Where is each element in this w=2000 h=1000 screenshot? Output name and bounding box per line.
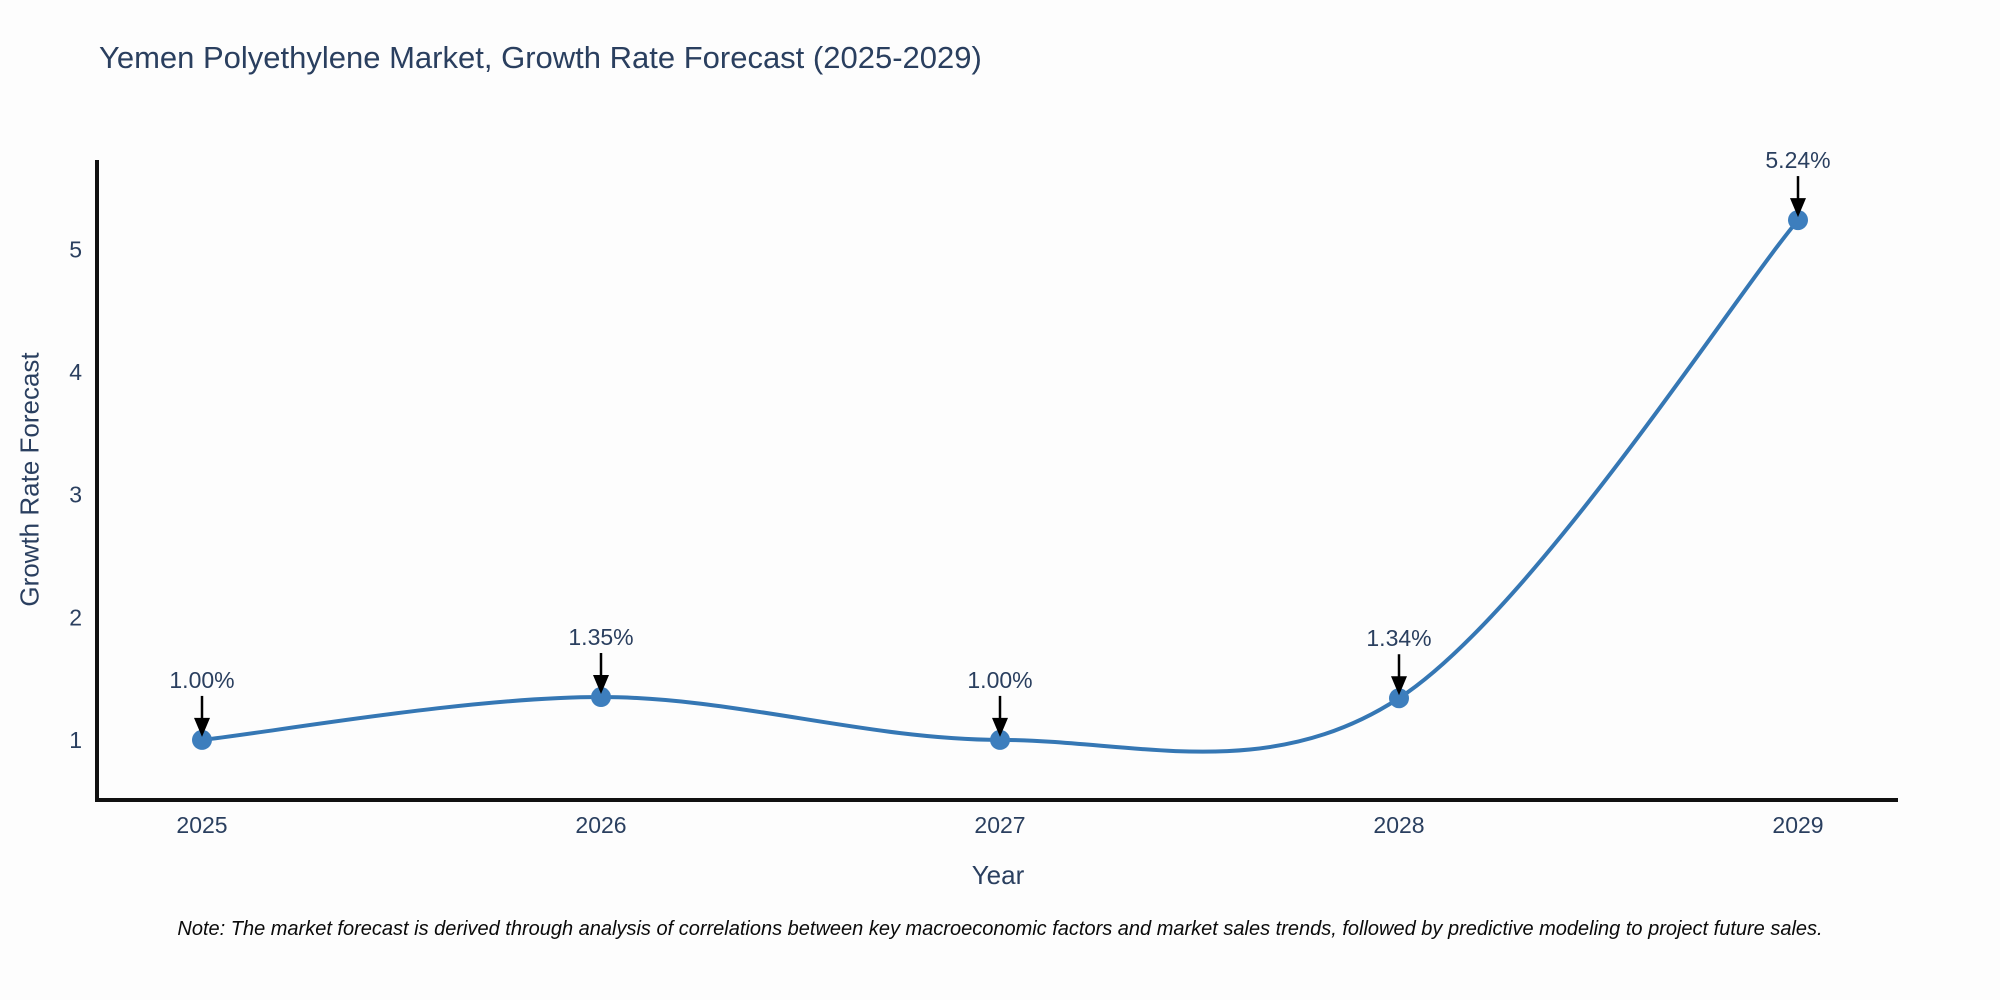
x-tick-label: 2025 <box>176 812 227 838</box>
y-tick-label: 1 <box>69 727 82 753</box>
annotation-arrowhead-2028 <box>1391 676 1407 696</box>
annotation-arrowhead-2025 <box>194 717 210 737</box>
data-point-2027[interactable] <box>990 729 1010 750</box>
x-tick-label: 2028 <box>1373 812 1424 838</box>
annotation-arrowhead-2026 <box>593 675 609 695</box>
annotation-label-2025: 1.00% <box>169 667 234 693</box>
x-tick-label: 2027 <box>974 812 1025 838</box>
annotation-label-2026: 1.35% <box>568 624 633 650</box>
x-tick-label: 2029 <box>1772 812 1823 838</box>
data-point-2029[interactable] <box>1788 210 1808 231</box>
x-tick-label: 2026 <box>575 812 626 838</box>
annotation-label-2029: 5.24% <box>1765 147 1830 173</box>
footnote: Note: The market forecast is derived thr… <box>177 918 1823 940</box>
annotation-label-2027: 1.00% <box>967 667 1032 693</box>
annotation-label-2028: 1.34% <box>1366 625 1431 651</box>
series-line <box>200 218 1800 754</box>
data-point-2028[interactable] <box>1389 688 1409 709</box>
y-tick-label: 3 <box>69 482 82 508</box>
x-axis-title: Year <box>971 860 1025 890</box>
y-tick-label: 4 <box>69 359 82 385</box>
chart-title: Yemen Polyethylene Market, Growth Rate F… <box>99 40 982 75</box>
data-point-2025[interactable] <box>192 729 212 750</box>
annotation-arrowhead-2027 <box>992 717 1008 737</box>
y-tick-label: 5 <box>69 237 82 263</box>
annotation-arrowhead-2029 <box>1790 198 1806 218</box>
data-point-2026[interactable] <box>591 687 611 708</box>
y-tick-label: 2 <box>69 604 82 630</box>
